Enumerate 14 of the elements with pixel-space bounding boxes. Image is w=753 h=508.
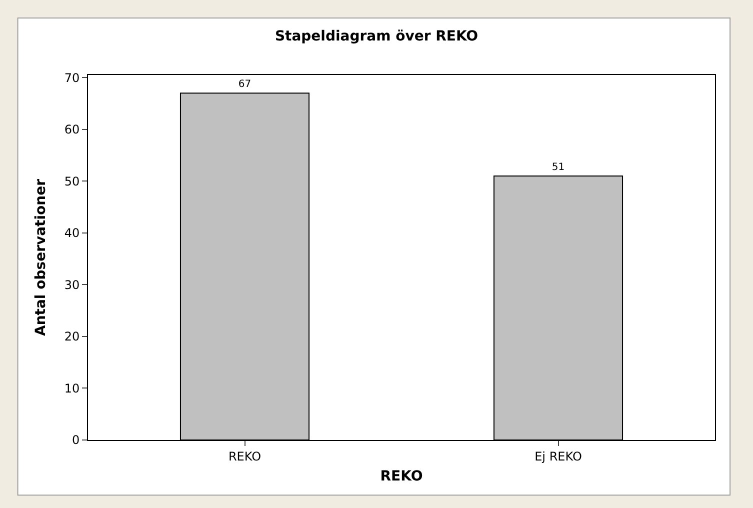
- x-tick-label: Ej REKO: [534, 449, 582, 464]
- data-label: 51: [552, 162, 565, 173]
- y-tick-label: 20: [64, 330, 80, 344]
- y-tick-label: 0: [72, 433, 80, 448]
- y-tick-label: 10: [64, 381, 80, 396]
- y-tick-label: 30: [64, 278, 80, 292]
- y-tick-label: 50: [64, 174, 80, 188]
- y-tick-label: 40: [64, 226, 80, 240]
- y-tick-label: 70: [64, 70, 80, 85]
- data-label: 67: [238, 79, 252, 90]
- chart-title: Stapeldiagram över REKO: [274, 28, 478, 44]
- x-axis-title: REKO: [380, 468, 423, 485]
- y-axis-title: Antal observationer: [32, 178, 49, 336]
- y-tick-label: 60: [64, 122, 80, 137]
